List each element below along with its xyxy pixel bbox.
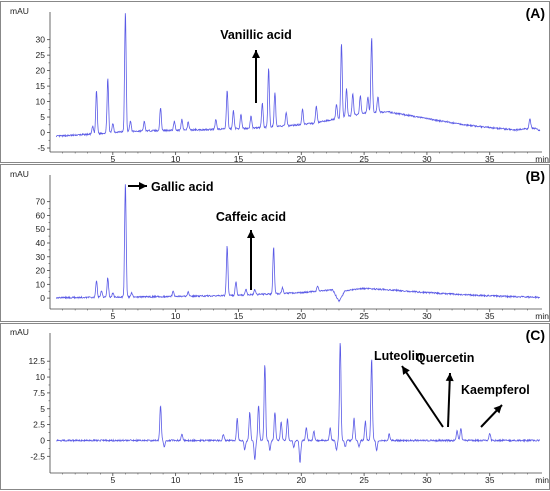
panel-frame <box>0 1 550 163</box>
y-tick-label: 40 <box>36 238 46 248</box>
y-tick-label: -5 <box>37 143 45 153</box>
peak-annotation: Kaempferol <box>461 383 530 428</box>
panel-frame <box>0 323 550 490</box>
peak-annotation: Quercetin <box>416 351 474 428</box>
y-tick-label: 12.5 <box>28 356 45 366</box>
y-axis-unit: mAU <box>10 327 29 337</box>
panel-label: (C) <box>526 327 545 343</box>
x-tick-label: 15 <box>234 475 244 485</box>
annotation-label: Kaempferol <box>461 383 530 397</box>
x-tick-label: 35 <box>485 154 495 164</box>
x-tick-label: 15 <box>234 311 244 321</box>
x-tick-label: 35 <box>485 475 495 485</box>
panel-c: -2.5 0 2.5 5 7.5 10 12.5 mAU 5 10 15 20 25 30 35 min (C)… <box>0 323 550 490</box>
y-tick-label: 25 <box>36 50 46 60</box>
y-tick-label: -2.5 <box>30 451 45 461</box>
y-tick-label: 7.5 <box>33 388 45 398</box>
y-tick-label: 20 <box>36 266 46 276</box>
y-tick-label: 2.5 <box>33 420 45 430</box>
y-axis-unit: mAU <box>10 6 29 16</box>
peak-annotation: Luteolin <box>374 349 444 428</box>
x-tick-label: 25 <box>359 311 369 321</box>
y-axis-unit: mAU <box>10 169 29 179</box>
x-tick-label: 20 <box>297 475 307 485</box>
x-tick-label: 5 <box>110 311 115 321</box>
y-tick-label: 50 <box>36 224 46 234</box>
annotation-arrow-head <box>139 182 147 190</box>
x-axis-unit: min <box>535 475 549 485</box>
annotation-label: Gallic acid <box>151 180 214 194</box>
annotation-arrow-head <box>247 230 255 238</box>
annotation-arrow-head <box>402 366 410 375</box>
x-tick-label: 10 <box>171 475 181 485</box>
x-tick-label: 5 <box>110 154 115 164</box>
x-axis-unit: min <box>535 311 549 321</box>
y-tick-label: 30 <box>36 35 46 45</box>
x-tick-label: 30 <box>422 475 432 485</box>
x-tick-label: 20 <box>297 311 307 321</box>
y-tick-label: 20 <box>36 66 46 76</box>
peak-annotation: Caffeic acid <box>216 210 286 290</box>
x-tick-label: 25 <box>359 475 369 485</box>
y-tick-label: 60 <box>36 210 46 220</box>
y-tick-label: 15 <box>36 81 46 91</box>
annotation-label: Caffeic acid <box>216 210 286 224</box>
y-tick-label: 5 <box>40 112 45 122</box>
annotation-arrow-head <box>445 373 454 382</box>
annotation-label: Quercetin <box>416 351 474 365</box>
panel-label: (A) <box>526 5 545 21</box>
y-tick-label: 30 <box>36 252 46 262</box>
x-tick-label: 10 <box>171 311 181 321</box>
panel-b: 0 10 20 30 40 50 60 70 mAU 5 10 15 20 25 30 35 min (B) Gal… <box>0 164 550 322</box>
y-tick-label: 0 <box>40 293 45 303</box>
y-tick-label: 0 <box>40 128 45 138</box>
y-tick-label: 10 <box>36 97 46 107</box>
x-tick-label: 5 <box>110 475 115 485</box>
annotation-arrow-shaft <box>447 372 451 428</box>
y-tick-label: 5 <box>40 404 45 414</box>
y-tick-label: 10 <box>36 372 46 382</box>
y-tick-label: 10 <box>36 279 46 289</box>
y-tick-label: 0 <box>40 435 45 445</box>
x-tick-label: 30 <box>422 154 432 164</box>
peak-annotation: Gallic acid <box>128 180 214 194</box>
panel-a: -5 0 5 10 15 20 25 30 mAU 5 10 15 20 25 30 35 min (A) Vani… <box>0 1 550 164</box>
x-tick-label: 10 <box>171 154 181 164</box>
chromatogram-trace <box>55 13 541 138</box>
x-tick-label: 15 <box>234 154 244 164</box>
x-tick-label: 30 <box>422 311 432 321</box>
y-tick-label: 70 <box>36 197 46 207</box>
x-axis-unit: min <box>535 154 549 164</box>
panel-label: (B) <box>526 168 545 184</box>
panel-frame <box>0 164 550 322</box>
annotation-arrow-head <box>493 405 502 414</box>
chromatogram-trace <box>55 184 541 303</box>
annotation-arrow-shaft <box>401 365 444 428</box>
x-tick-label: 20 <box>297 154 307 164</box>
annotation-arrow-head <box>252 50 260 58</box>
peak-annotation: Vanillic acid <box>220 28 292 103</box>
x-tick-label: 35 <box>485 311 495 321</box>
annotation-label: Luteolin <box>374 349 423 363</box>
annotation-label: Vanillic acid <box>220 28 292 42</box>
chromatogram-trace <box>56 343 540 463</box>
x-tick-label: 25 <box>359 154 369 164</box>
